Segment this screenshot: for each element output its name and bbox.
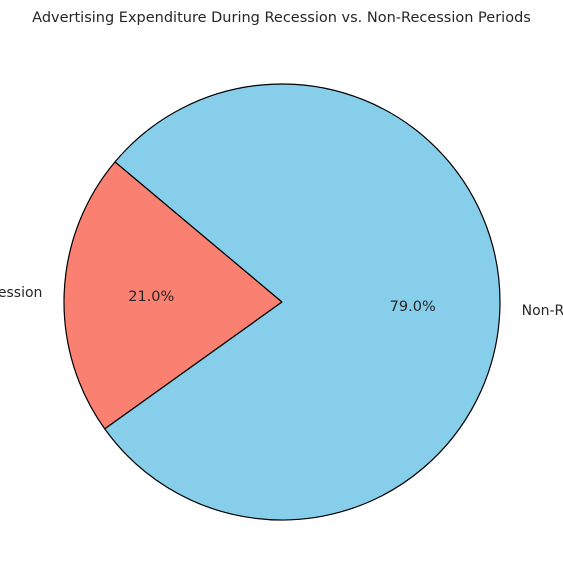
slice-category-label: Non-Recession (522, 303, 563, 319)
pie-labels: 21.0% Recession 79.0% Non-Recession (0, 285, 563, 319)
pie-slices (63, 83, 501, 521)
slice-percent-label: 79.0% (390, 299, 436, 315)
pie-slice-recession (63, 161, 283, 430)
slice-percent-label: 21.0% (128, 289, 174, 305)
slice-category-label: Recession (0, 285, 42, 301)
pie-slice-non-recession (104, 83, 501, 521)
chart-title: Advertising Expenditure During Recession… (32, 10, 531, 26)
